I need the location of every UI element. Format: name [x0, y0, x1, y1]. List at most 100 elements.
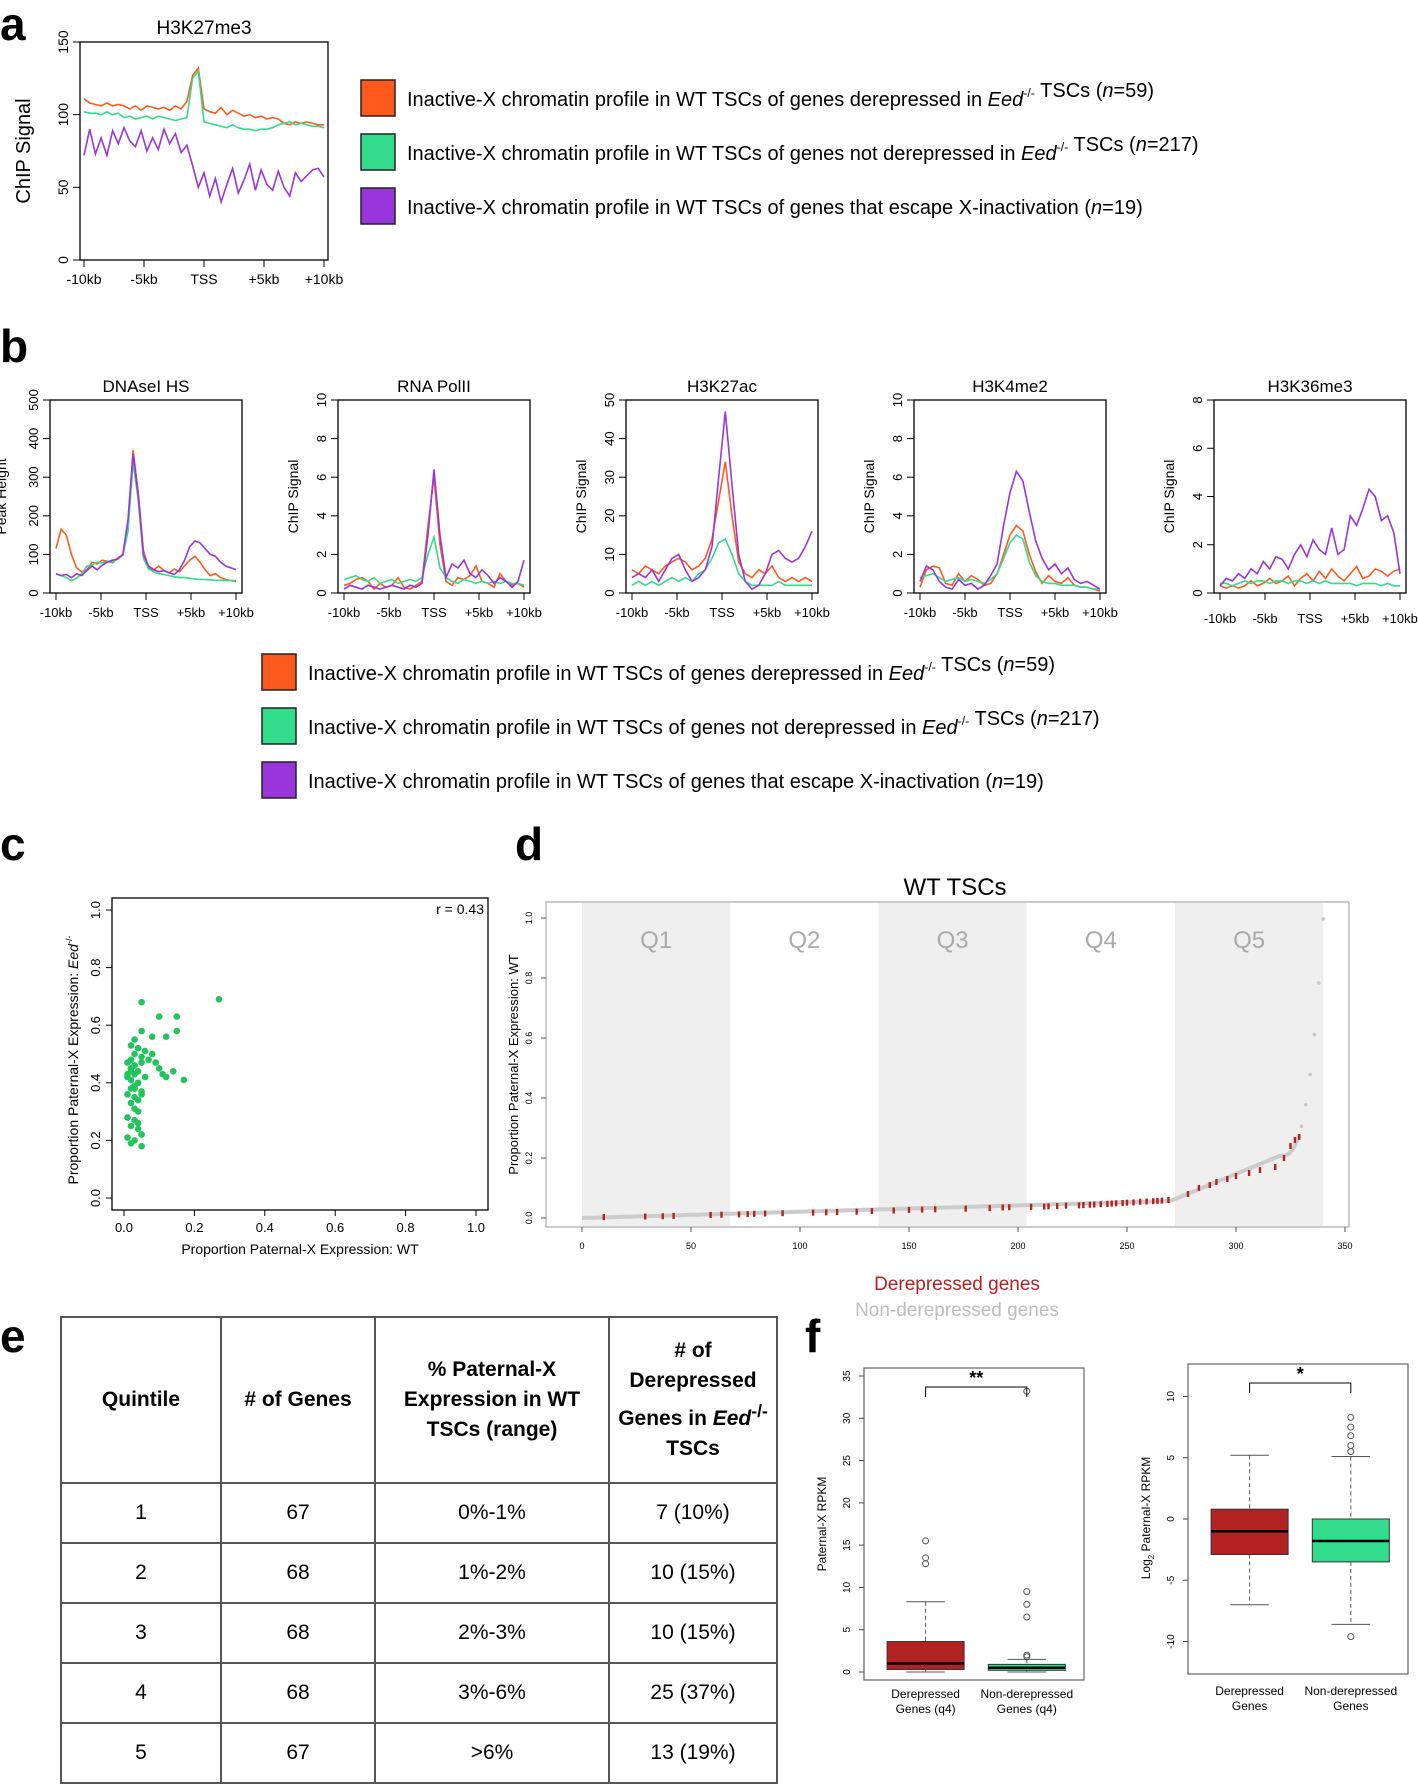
series-line-orange — [919, 524, 1101, 592]
derepressed-point — [1110, 1200, 1113, 1207]
legend-n-value: =59) — [1113, 80, 1154, 102]
scatter-point — [131, 1050, 138, 1058]
y-tick-label: 200 — [26, 505, 41, 527]
y-tick-label: 10 — [890, 393, 905, 407]
header-num-genes: # of Genes — [220, 1316, 376, 1484]
derepressed-point — [1167, 1197, 1170, 1203]
legend-text-tail: TSCs ( — [1035, 80, 1103, 102]
x-tick-label: -5kb — [88, 605, 113, 620]
panel-label-b: b — [0, 320, 28, 372]
y-tick-label: -10 — [1166, 1634, 1177, 1649]
cell-derepressed: 13 (19%) — [608, 1722, 778, 1784]
y-tick-label: 150 — [55, 30, 71, 54]
y-tick-label: 0.0 — [524, 1212, 534, 1225]
x-tick-label: 0.2 — [185, 1220, 203, 1235]
cell-num-genes: 67 — [220, 1722, 376, 1784]
derepressed-point — [1274, 1164, 1277, 1170]
legend-genotype: -/- — [1023, 86, 1035, 100]
derepressed-point — [1121, 1200, 1124, 1206]
derepressed-point — [1226, 1176, 1229, 1182]
scatter-point — [155, 1013, 163, 1020]
box-red — [886, 1641, 965, 1670]
panel-f-raw-rpkm: 0 5 10 15 20 25 30 35 ** Paternal-X RPKM Derepress… — [815, 1367, 1085, 1716]
y-tick-label: 4 — [1190, 493, 1205, 500]
y-tick-label: 6 — [1190, 445, 1205, 452]
outlier-point — [922, 1537, 930, 1545]
derepressed-point — [1138, 1198, 1142, 1205]
derepressed-point — [1160, 1197, 1164, 1204]
y-axis-label: Paternal-X RPKM — [815, 1477, 829, 1572]
derepressed-point — [602, 1214, 605, 1221]
legend-n-label: n — [1003, 654, 1014, 676]
y-tick-label: 2 — [314, 551, 329, 558]
panel-b-legend: Inactive-X chromatin profile in WT TSCs … — [261, 653, 1100, 799]
cell-num-genes: 67 — [220, 1482, 376, 1544]
cell-quintile: 4 — [60, 1662, 222, 1724]
y-axis-label-sub: 2 — [1147, 1554, 1156, 1559]
series-line-orange — [631, 461, 813, 583]
derepressed-point — [672, 1212, 675, 1219]
scatter-point — [134, 1119, 142, 1127]
derepressed-point — [1293, 1137, 1297, 1143]
cell-derepressed: 7 (10%) — [608, 1482, 778, 1544]
scatter-point — [131, 1105, 138, 1112]
cell-derepressed: 10 (15%) — [608, 1542, 778, 1604]
x-tick-label: -10kb — [40, 605, 73, 620]
scatter-point — [138, 1091, 145, 1098]
outlier-point — [1023, 1651, 1031, 1659]
header-num-derepressed-text: # of Derepressed Genes in — [618, 1339, 757, 1430]
x-tick-label: -10kb — [66, 271, 101, 287]
legend-text-main: Inactive-X chromatin profile in WT TSCs … — [407, 197, 1091, 219]
derepressed-point — [1197, 1185, 1201, 1191]
y-tick-label: 10 — [842, 1581, 853, 1593]
derepressed-point — [1298, 1134, 1301, 1140]
derepressed-point — [811, 1209, 815, 1216]
legend-text-tail: TSCs ( — [969, 708, 1037, 730]
y-tick-label: 10 — [1166, 1391, 1177, 1403]
y-tick-label: 6 — [890, 474, 905, 481]
scatter-point — [127, 1122, 135, 1130]
derepressed-point — [1258, 1167, 1262, 1173]
series-line-orange — [343, 477, 525, 591]
scatter-point — [138, 1053, 145, 1061]
x-tick-label: +5kb — [249, 271, 280, 287]
y-tick-label: 4 — [314, 512, 329, 519]
legend-text-main: Inactive-X chromatin profile in WT TSCs … — [407, 143, 1021, 165]
scatter-point — [134, 1044, 142, 1052]
x-tick-label: -5kb — [376, 605, 401, 620]
x-tick-label: +10kb — [794, 605, 830, 620]
x-tick-label: 100 — [792, 1241, 807, 1251]
quintile-label: Q1 — [640, 927, 672, 954]
chart-title: DNAseI HS — [103, 377, 190, 396]
series-line-purple — [83, 125, 325, 205]
quintile-label: Q4 — [1085, 927, 1117, 954]
table-row: 5 67 >6% 13 (19%) — [60, 1722, 778, 1784]
significance-bracket — [1249, 1382, 1352, 1393]
non-derepressed-point — [1308, 1072, 1312, 1077]
x-tick-label: 1.0 — [467, 1220, 485, 1235]
panel-a-h3k27me3-chart: H3K27me3 0 50 100 150 ChIP Signal -10kb -5kb TSS… — [13, 18, 343, 287]
scatter-point — [148, 1033, 156, 1040]
derepressed-point — [1156, 1197, 1159, 1204]
derepressed-point — [1125, 1199, 1129, 1206]
x-tick-label: 200 — [1010, 1241, 1025, 1251]
derepressed-point — [1077, 1202, 1081, 1209]
chart-title: RNA PolII — [397, 377, 471, 396]
y-tick-label: 0 — [55, 256, 71, 264]
scatter-point — [127, 1140, 135, 1147]
x-tick-label: TSS — [421, 605, 447, 620]
y-tick-label: 0 — [1166, 1516, 1177, 1522]
x-tick-label: +5kb — [465, 605, 494, 620]
y-tick-label: 100 — [55, 103, 71, 127]
scatter-point — [127, 1042, 135, 1049]
y-tick-label: 35 — [842, 1370, 853, 1382]
panel-a-legend: Inactive-X chromatin profile in WT TSCs … — [360, 79, 1199, 225]
y-tick-label: 0 — [314, 589, 329, 596]
y-axis-label-text: Proportion Paternal-X Expression: — [65, 969, 81, 1185]
table-row: 4 68 3%-6% 25 (37%) — [60, 1662, 778, 1724]
derepressed-point — [988, 1205, 991, 1212]
series-line-purple — [55, 453, 237, 579]
y-tick-label: 0.0 — [88, 1189, 103, 1207]
derepressed-point — [1234, 1173, 1238, 1179]
quintile-label: Q5 — [1233, 927, 1265, 954]
